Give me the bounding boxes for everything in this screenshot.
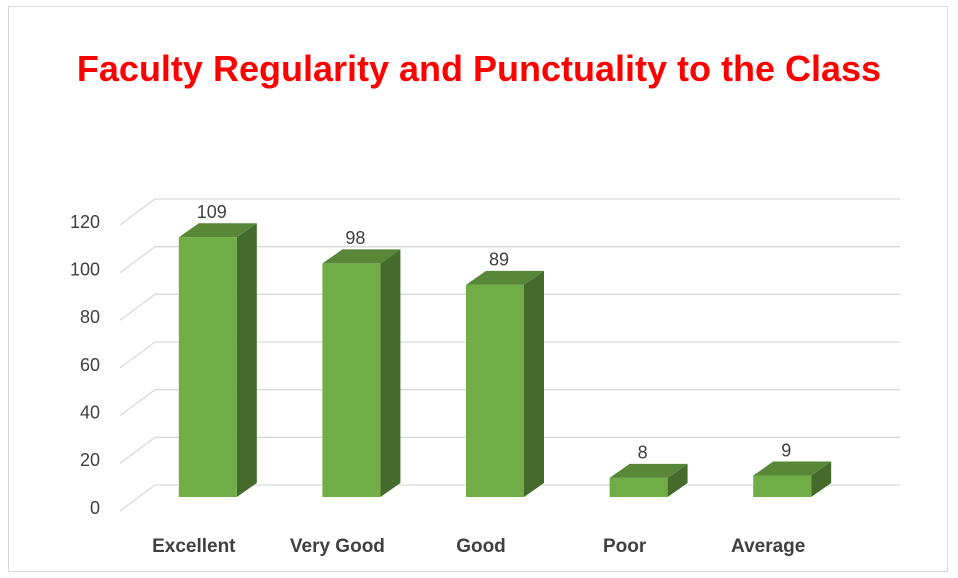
y-tick-label: 120: [70, 212, 100, 232]
bar-side: [236, 223, 257, 497]
x-tick-label: Average: [731, 536, 805, 557]
bar-side: [524, 270, 544, 497]
bar-side: [380, 249, 401, 497]
x-tick-label: Good: [456, 536, 506, 557]
data-label: 89: [489, 250, 509, 270]
grid-line: [119, 341, 156, 369]
bar-top: [609, 463, 688, 478]
x-tick-label: Poor: [603, 536, 647, 557]
data-label: 9: [781, 440, 791, 460]
bar: [322, 263, 381, 497]
bar: [753, 475, 812, 497]
bar-top: [178, 223, 257, 238]
bar: [178, 237, 237, 497]
grid-line: [119, 436, 156, 464]
grid-line: [119, 484, 156, 512]
bar: [609, 477, 668, 497]
bar-top: [322, 249, 401, 264]
data-label: 8: [638, 443, 648, 463]
y-tick-label: 20: [80, 450, 100, 470]
grid-line: [119, 246, 156, 274]
data-label: 98: [345, 228, 365, 248]
grid-line: [119, 198, 156, 226]
x-tick-label: Very Good: [290, 536, 385, 557]
y-tick-label: 80: [80, 307, 100, 327]
chart-border: [8, 6, 948, 572]
chart-title: Faculty Regularity and Punctuality to th…: [76, 48, 882, 89]
bar-top: [753, 461, 832, 476]
x-tick-label: Excellent: [152, 536, 236, 557]
bar-side: [811, 461, 832, 497]
grid-line: [119, 389, 156, 417]
bar: [466, 284, 524, 497]
y-tick-label: 0: [90, 498, 100, 518]
grid-line: [119, 293, 156, 321]
data-label: 109: [197, 202, 227, 222]
y-tick-label: 100: [70, 259, 100, 279]
bar-top: [466, 270, 544, 285]
y-tick-label: 40: [80, 402, 100, 422]
y-tick-label: 60: [80, 355, 100, 375]
bar-side: [667, 463, 688, 497]
